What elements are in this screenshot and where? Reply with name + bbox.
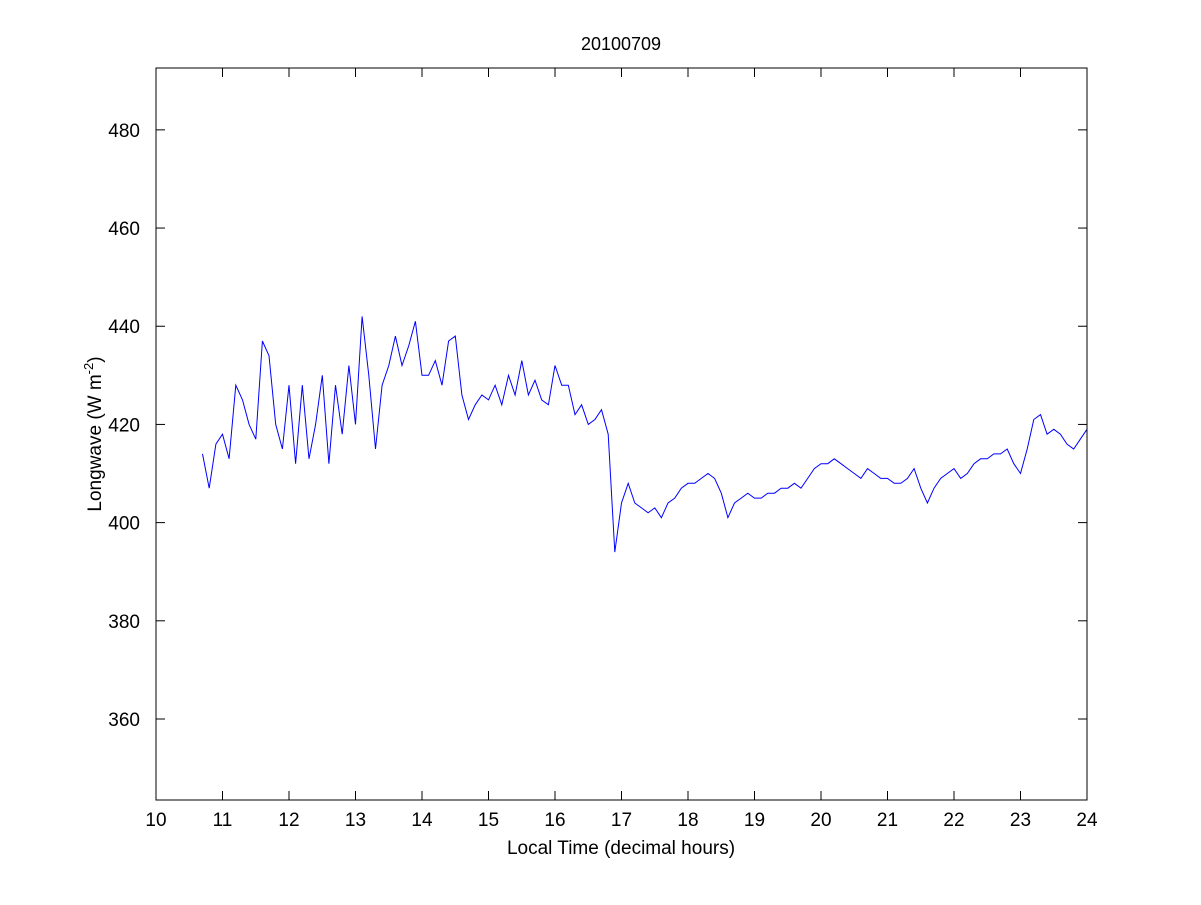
x-tick-label: 21 [877,810,898,831]
x-tick-label: 19 [744,810,765,831]
y-axis-label-sup: -2 [81,363,96,375]
x-axis-label: Local Time (decimal hours) [507,838,735,859]
y-tick-label: 380 [108,612,140,633]
y-tick-label: 360 [108,710,140,731]
x-tick-label: 11 [213,810,233,831]
series-line-longwave [202,316,1088,553]
x-tick-label: 17 [611,810,632,831]
y-tick-label: 440 [108,317,140,338]
x-tick-label: 12 [278,810,299,831]
y-axis-label-main: Longwave (W m [85,374,106,511]
y-axis-label-close: ) [85,356,106,362]
axis-ticks: 10 11 12 13 14 15 16 17 18 19 20 21 22 23 24 360 380 400 4… [108,68,1098,831]
chart-title: 20100709 [581,34,661,54]
x-tick-label: 20 [810,810,831,831]
x-tick-label: 24 [1076,810,1098,831]
x-tick-label: 10 [145,810,166,831]
y-tick-label: 480 [108,121,140,142]
x-tick-label: 13 [345,810,366,831]
x-tick-label: 15 [478,810,499,831]
x-tick-label: 14 [411,810,433,831]
y-axis-label: Longwave (W m-2) [81,356,106,511]
x-tick-label: 18 [677,810,698,831]
y-tick-label: 400 [108,514,140,535]
plot-frame [155,67,1088,801]
x-tick-label: 16 [544,810,565,831]
plot-area [156,68,1087,800]
y-tick-label: 420 [108,415,140,436]
y-tick-label: 460 [108,219,140,240]
x-tick-label: 22 [943,810,964,831]
x-tick-label: 23 [1010,810,1031,831]
